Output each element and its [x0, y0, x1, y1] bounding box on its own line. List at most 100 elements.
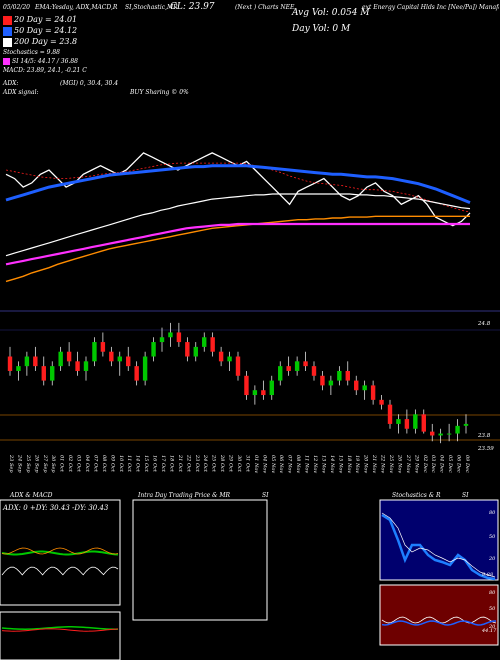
candle-body — [66, 351, 72, 362]
macd-panel — [0, 611, 121, 660]
candle-body — [50, 366, 55, 381]
date-tick-label: 08 Nov — [295, 455, 301, 473]
date-tick-label: 08 Oct — [101, 455, 107, 473]
date-tick-label: 23 Sep — [8, 454, 14, 473]
candle-body — [75, 361, 80, 371]
stochastic-k-line — [381, 513, 496, 581]
date-tick-label: 22 Nov — [380, 454, 386, 473]
candle-body — [345, 370, 350, 381]
candle-body — [92, 342, 97, 362]
candle-body — [396, 419, 401, 424]
legend-swatch-ma50 — [3, 27, 12, 36]
candle-body — [269, 380, 274, 396]
candle-body — [337, 370, 342, 381]
candle-body — [370, 385, 376, 400]
header-company: ext Energy Capital Hlds Inc [Nee/Pa]) Ma… — [362, 4, 499, 11]
date-tick-label: 14 Oct — [135, 455, 141, 473]
stoch-tick-label: 20 — [488, 556, 496, 562]
candle-body — [413, 414, 418, 429]
date-tick-label: 07 Nov — [287, 455, 293, 473]
candle-body — [100, 342, 106, 352]
candle-body — [151, 342, 156, 357]
candle-body — [278, 366, 283, 381]
series-orange — [5, 215, 470, 283]
candle-body — [7, 356, 13, 371]
date-tick-label: 23 Oct — [194, 454, 200, 473]
date-tick-label: 01 Oct — [59, 455, 65, 473]
candle-body — [193, 346, 198, 357]
stoch-last-value: 9.88 — [482, 572, 493, 578]
date-tick-label: 07 Oct — [92, 455, 98, 473]
stoch-panel-title: Stochastics & R — [392, 492, 441, 499]
date-tick-label: 19 Nov — [354, 455, 360, 473]
date-tick-label: 20 Nov — [363, 454, 369, 473]
date-tick-label: 01 Nov — [253, 455, 259, 473]
legend-ma20: 20 Day = 24.01 — [14, 15, 78, 24]
date-tick-label: 13 Nov — [320, 455, 326, 473]
candle-body — [24, 356, 30, 367]
date-tick-label: 26 Nov — [396, 454, 402, 473]
macd-signal-line — [1, 628, 119, 632]
candle-body — [354, 380, 359, 391]
candle-body — [421, 414, 426, 432]
stochastics-panel — [379, 499, 499, 581]
date-tick-label: 16 Oct — [152, 455, 158, 473]
date-tick-label: 27 Sep — [42, 454, 48, 473]
date-tick-label: 10 Oct — [118, 455, 124, 473]
date-tick-label: 28 Oct — [219, 454, 225, 473]
candle-body — [303, 361, 308, 367]
intraday-panel-title: Intra Day Trading Price & MR — [138, 492, 231, 499]
candle-body — [294, 361, 300, 371]
series-200-day — [5, 193, 471, 257]
candle-body — [379, 399, 384, 405]
candle-body — [320, 375, 325, 386]
adx-signal-label: ADX signal: — [3, 89, 39, 96]
date-tick-label: 25 Nov — [388, 454, 394, 473]
date-tick-label: 03 Dec — [430, 455, 436, 473]
candle-body — [202, 337, 207, 347]
candle-body — [41, 366, 46, 381]
date-tick-label: 25 Sep — [25, 454, 31, 473]
legend-ma50: 50 Day = 24.12 — [14, 26, 78, 35]
date-tick-label: 09 Oct — [109, 455, 115, 473]
date-tick-label: 05 Nov — [270, 455, 276, 473]
price-axis-label: 23.8 — [477, 433, 491, 439]
date-tick-label: 12 Nov — [312, 455, 318, 473]
candle-body — [311, 366, 317, 376]
price-axis-label: 23.59 — [477, 446, 494, 452]
candle-body — [176, 332, 182, 343]
legend-stochastics: Stochastics = 9.88 — [3, 49, 60, 56]
candle-body — [244, 375, 249, 396]
candle-body — [455, 425, 460, 434]
date-tick-label: 17 Oct — [160, 455, 166, 473]
rsi-tick-label: 50 — [489, 606, 496, 612]
candle-body — [168, 332, 173, 338]
adx-label: ADX: — [3, 80, 19, 87]
header-avg-vol: Avg Vol: 0.054 M — [292, 8, 370, 18]
candle-body — [446, 433, 452, 435]
stoch-panel-si: SI — [462, 492, 469, 499]
candle-body — [387, 404, 393, 424]
header-ema: EMA:Yesday, — [35, 4, 74, 11]
candle-body — [362, 385, 367, 391]
candle-body — [159, 337, 165, 343]
candle-body — [83, 361, 89, 371]
date-tick-label: 11 Oct — [126, 455, 132, 473]
date-tick-label: 21 Oct — [177, 454, 183, 473]
date-tick-label: 25 Oct — [211, 454, 217, 473]
candle-body — [142, 356, 148, 381]
date-tick-label: 09 Dec — [464, 455, 470, 473]
date-tick-label: 18 Oct — [168, 455, 174, 473]
stochastic-d-line — [381, 512, 496, 578]
price-axis-label: 24.8 — [477, 321, 491, 327]
date-tick-label: 06 Nov — [278, 455, 284, 473]
header-day-vol: Day Vol: 0 M — [292, 24, 351, 34]
stoch-tick-label: 80 — [489, 510, 496, 516]
mrsi-line — [381, 620, 497, 626]
date-tick-label: 04 Nov — [261, 455, 267, 473]
candle-body — [438, 433, 443, 436]
candle-body — [16, 366, 21, 371]
rsi-tick-label: 20 — [488, 624, 496, 630]
